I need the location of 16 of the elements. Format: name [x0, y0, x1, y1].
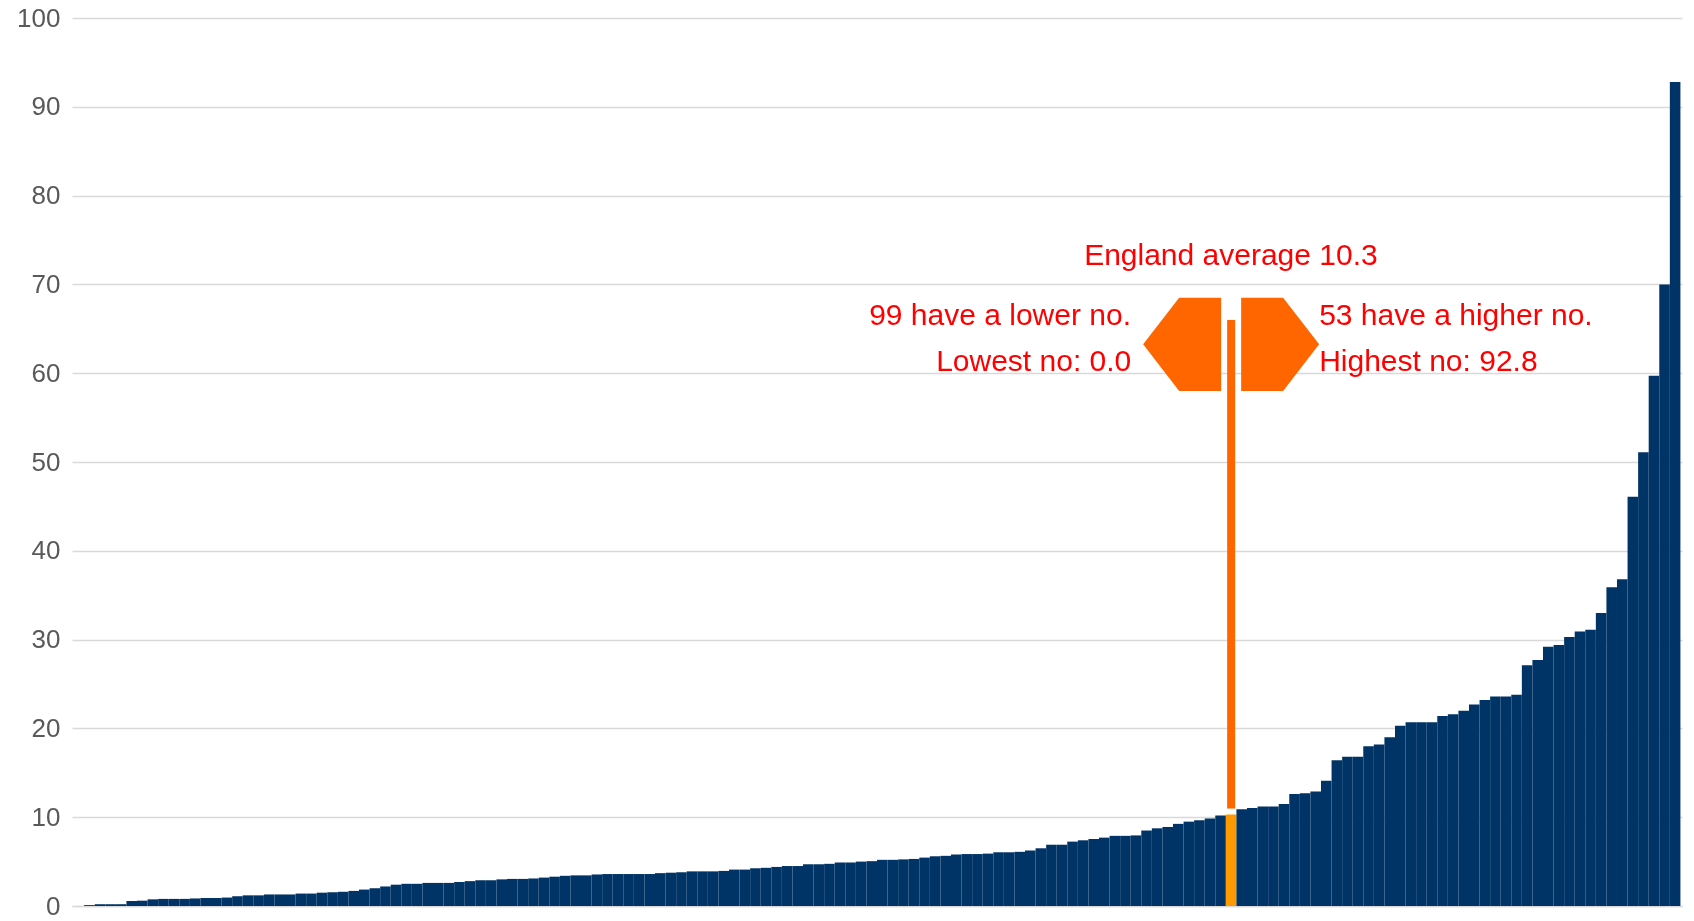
y-tick-label: 30 — [31, 624, 61, 655]
annotation: Lowest no: 0.0 — [936, 343, 1132, 377]
annotation: Highest no: 92.8 — [1319, 343, 1538, 377]
y-tick-label: 20 — [31, 712, 61, 743]
y-tick-label: 10 — [31, 801, 61, 832]
annotation: England average 10.3 — [1084, 238, 1378, 271]
y-tick-label: 90 — [31, 91, 61, 122]
y-tick-label: 40 — [31, 535, 61, 566]
y-tick-label: 60 — [31, 357, 61, 388]
y-tick-label: 80 — [31, 180, 61, 211]
y-tick-label: 100 — [17, 2, 61, 33]
y-tick-label: 70 — [31, 268, 61, 299]
annotation: 99 have a lower no. — [869, 297, 1131, 331]
y-tick-label: 50 — [31, 446, 61, 477]
y-tick-label: 0 — [46, 890, 61, 921]
annotation: 53 have a higher no. — [1319, 297, 1593, 331]
